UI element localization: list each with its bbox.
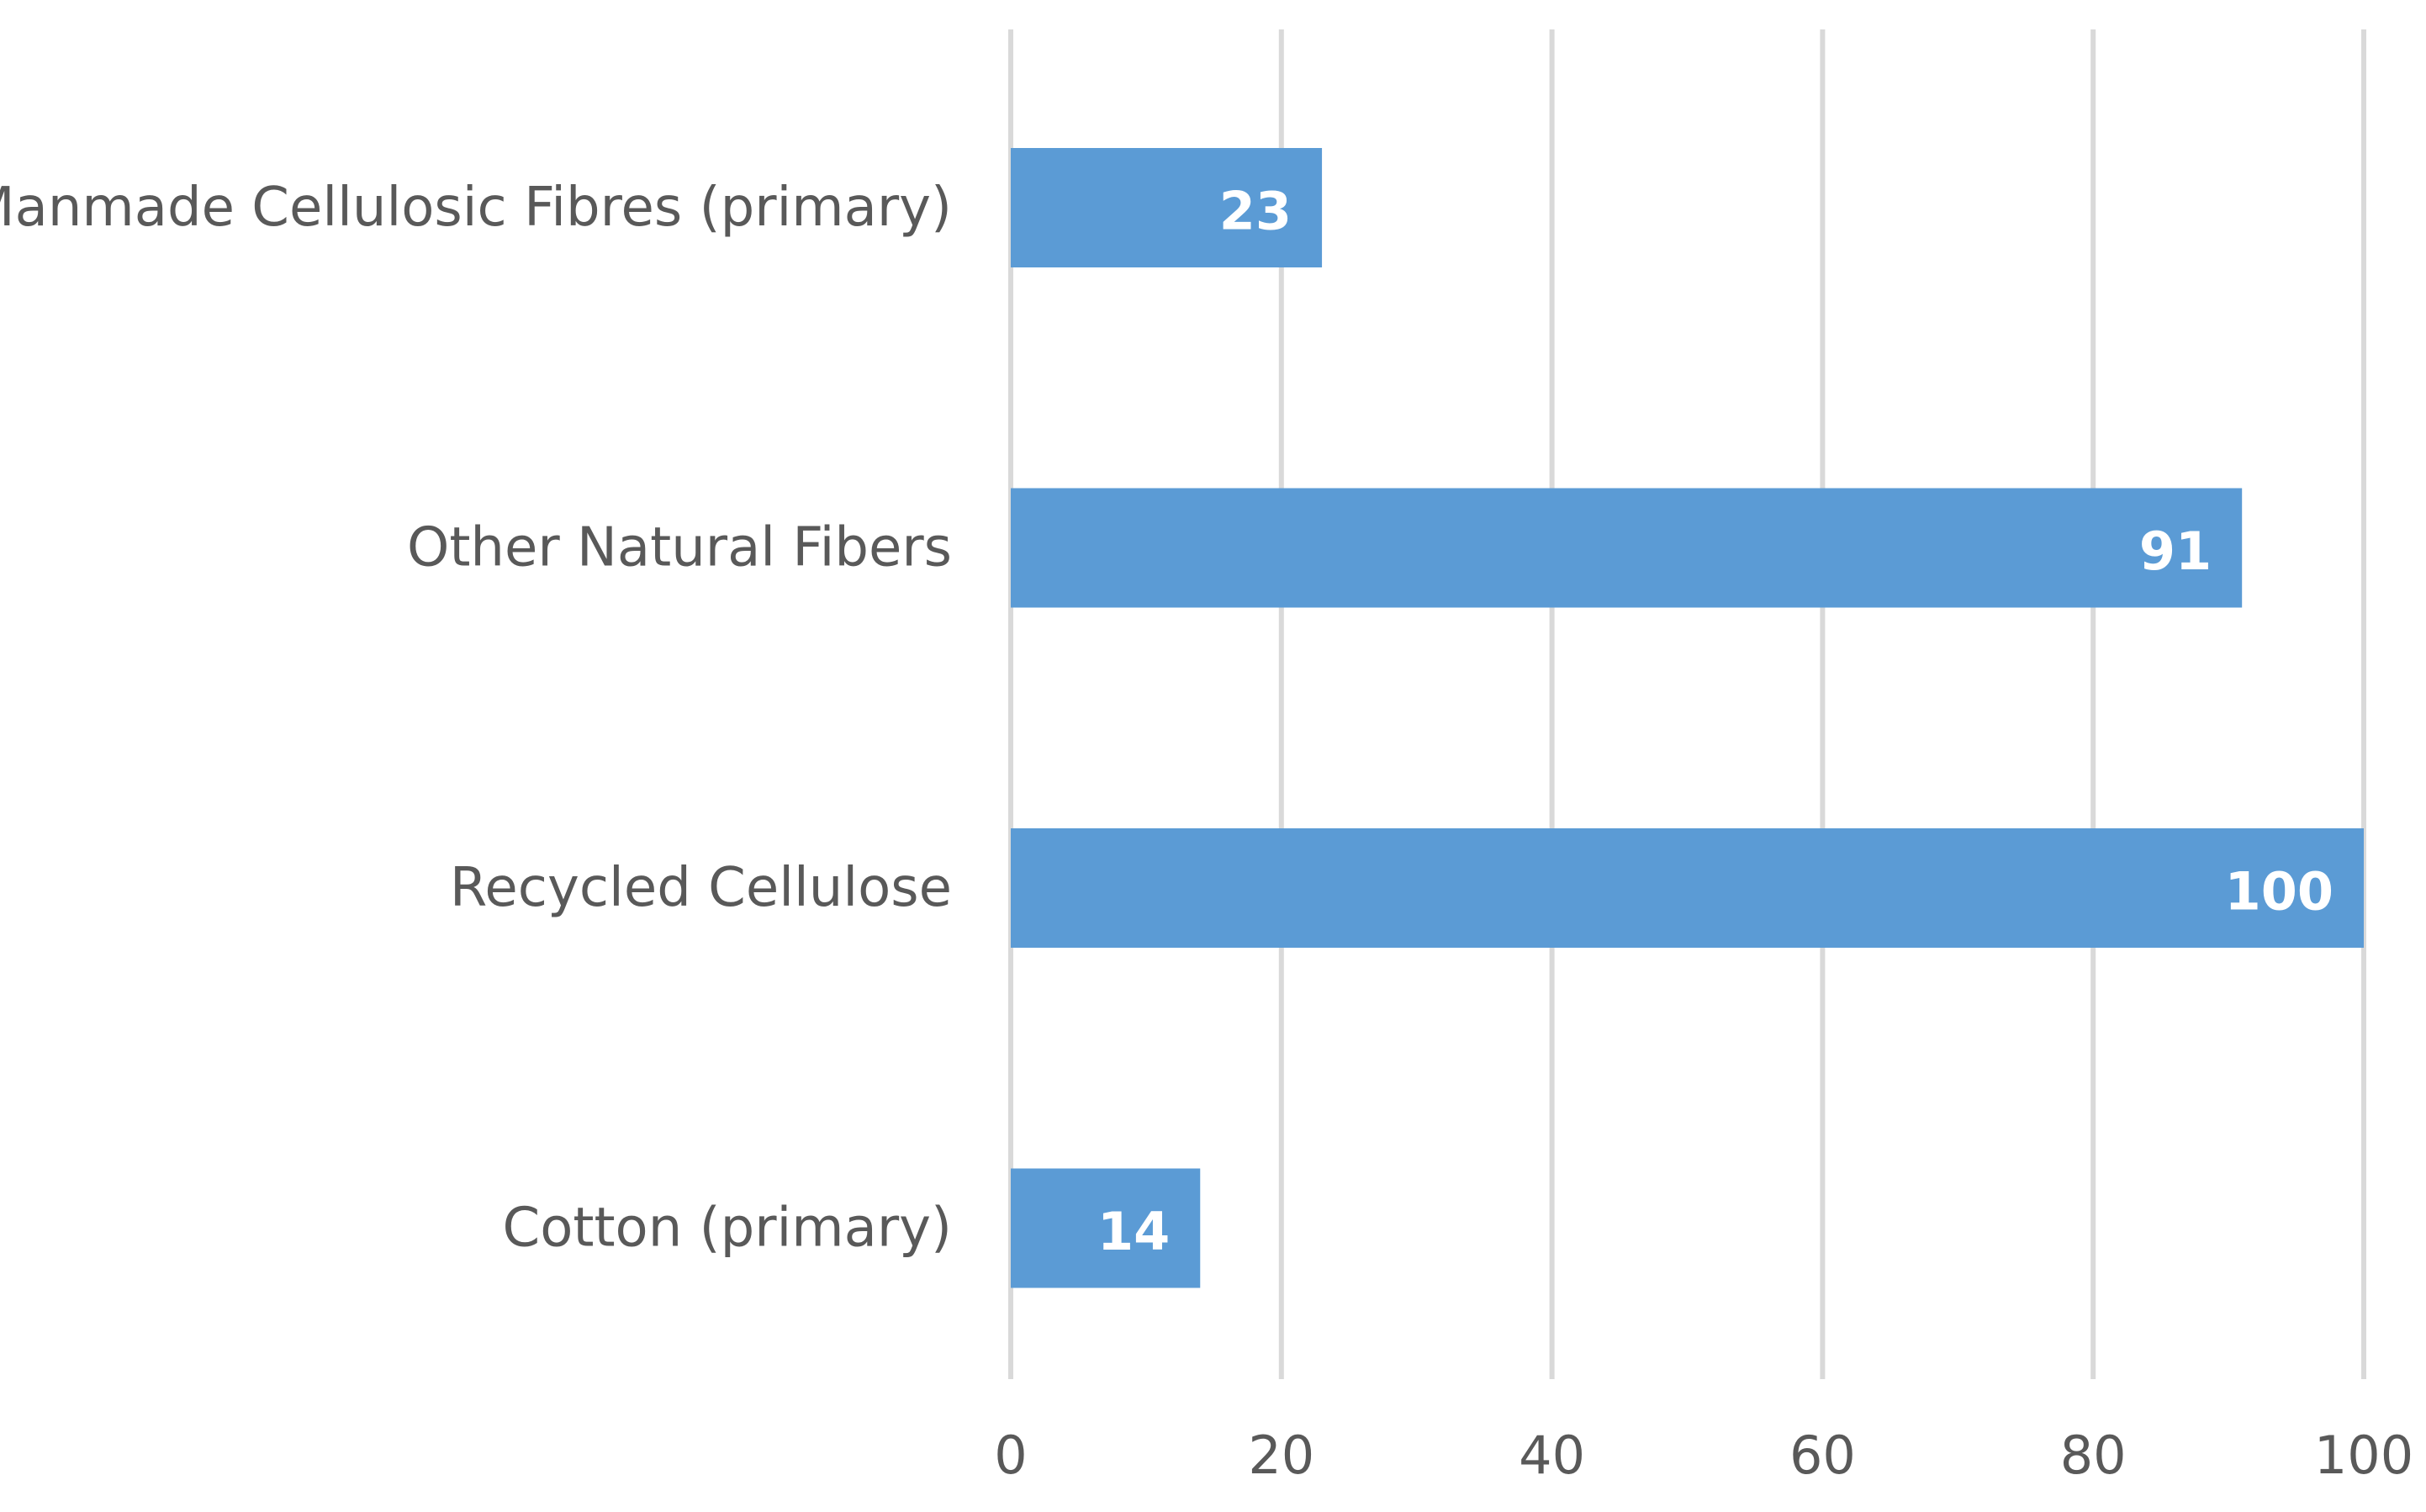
x-tick-label: 0 bbox=[994, 1425, 1027, 1486]
x-axis-tick-labels: 0 20 40 60 80 100 bbox=[994, 1425, 2413, 1486]
bar-cotton-primary bbox=[1011, 1168, 1201, 1288]
data-labels: 23 91 100 14 bbox=[1097, 181, 2334, 1263]
category-label: Other Natural Fibers bbox=[407, 517, 952, 579]
x-tick-label: 40 bbox=[1519, 1425, 1585, 1486]
category-labels: Manmade Cellulosic Fibres (primary) Other… bbox=[0, 177, 952, 1260]
data-label: 14 bbox=[1097, 1201, 1170, 1262]
x-tick-label: 20 bbox=[1248, 1425, 1314, 1486]
bar-other-natural-fibers bbox=[1011, 488, 2243, 608]
data-label: 100 bbox=[2225, 861, 2334, 923]
category-label: Cotton (primary) bbox=[503, 1197, 953, 1260]
data-label: 91 bbox=[2139, 521, 2212, 582]
bar-recycled-cellulose bbox=[1011, 828, 2364, 948]
bars bbox=[1011, 148, 2364, 1288]
x-tick-label: 100 bbox=[2314, 1425, 2413, 1486]
x-tick-label: 60 bbox=[1789, 1425, 1856, 1486]
x-tick-label: 80 bbox=[2060, 1425, 2127, 1486]
category-label: Recycled Cellulose bbox=[450, 857, 952, 919]
data-label: 23 bbox=[1219, 181, 1292, 242]
bar-manmade-cellulosic-fibres-primary bbox=[1011, 148, 1323, 267]
category-label: Manmade Cellulosic Fibres (primary) bbox=[0, 177, 952, 239]
